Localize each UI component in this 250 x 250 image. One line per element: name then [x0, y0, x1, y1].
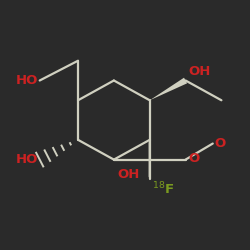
- Text: HO: HO: [16, 74, 38, 87]
- Text: OH: OH: [118, 168, 140, 181]
- Text: HO: HO: [16, 153, 38, 166]
- Text: O: O: [188, 152, 199, 165]
- Text: OH: OH: [188, 65, 210, 78]
- Polygon shape: [150, 78, 187, 100]
- Text: $^{18}$F: $^{18}$F: [152, 180, 174, 197]
- Text: O: O: [214, 137, 225, 150]
